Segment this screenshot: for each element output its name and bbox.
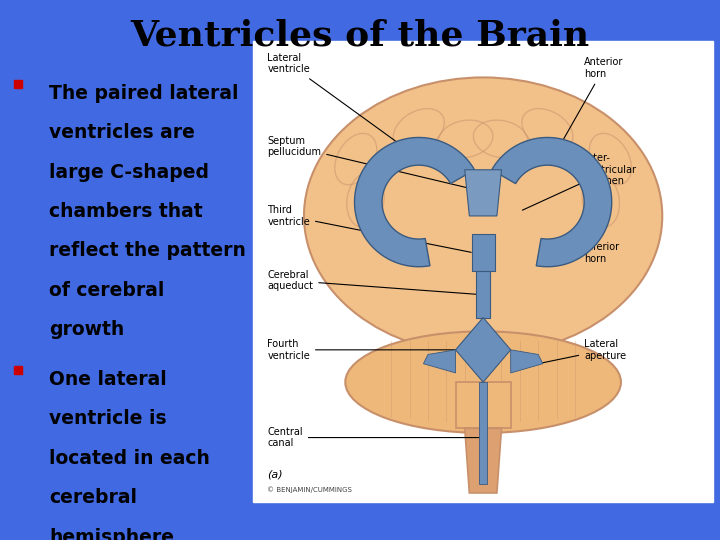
Text: Central
canal: Central canal [267,427,480,448]
Text: reflect the pattern: reflect the pattern [49,241,246,260]
Text: chambers that: chambers that [49,202,202,221]
Polygon shape [476,271,490,318]
Polygon shape [423,350,456,373]
Text: Anterior
horn: Anterior horn [558,57,624,149]
Text: One lateral: One lateral [49,370,167,389]
Text: hemisphere: hemisphere [49,528,174,540]
Text: Inter-
ventricular
foramen: Inter- ventricular foramen [523,153,637,210]
Text: Septum
pellucidum: Septum pellucidum [267,136,467,187]
Text: ventricle is: ventricle is [49,409,166,428]
Ellipse shape [304,77,662,354]
Polygon shape [510,350,543,373]
Text: large C-shaped: large C-shaped [49,163,209,181]
Polygon shape [492,138,612,267]
Text: ventricles are: ventricles are [49,123,195,142]
Text: Third
ventricle: Third ventricle [267,205,471,252]
Text: (a): (a) [267,469,283,479]
Text: growth: growth [49,320,125,339]
Text: Cerebral
aqueduct: Cerebral aqueduct [267,270,476,294]
Text: located in each: located in each [49,449,210,468]
Polygon shape [464,170,502,216]
Polygon shape [480,382,487,484]
FancyBboxPatch shape [253,40,713,502]
Text: Lateral
ventricle: Lateral ventricle [267,53,408,150]
Polygon shape [456,382,510,428]
Polygon shape [472,234,495,271]
Text: Ventricles of the Brain: Ventricles of the Brain [130,19,590,53]
Text: Lateral
aperture: Lateral aperture [541,339,626,363]
Polygon shape [456,318,510,382]
Text: The paired lateral: The paired lateral [49,84,238,103]
Text: cerebral: cerebral [49,488,137,507]
Text: Fourth
ventricle: Fourth ventricle [267,339,471,361]
Text: © BENJAMIN/CUMMINGS: © BENJAMIN/CUMMINGS [267,487,352,493]
Text: Inferior
horn: Inferior horn [546,242,619,264]
Ellipse shape [346,332,621,433]
Polygon shape [354,138,474,267]
Polygon shape [464,428,502,493]
Text: of cerebral: of cerebral [49,281,164,300]
